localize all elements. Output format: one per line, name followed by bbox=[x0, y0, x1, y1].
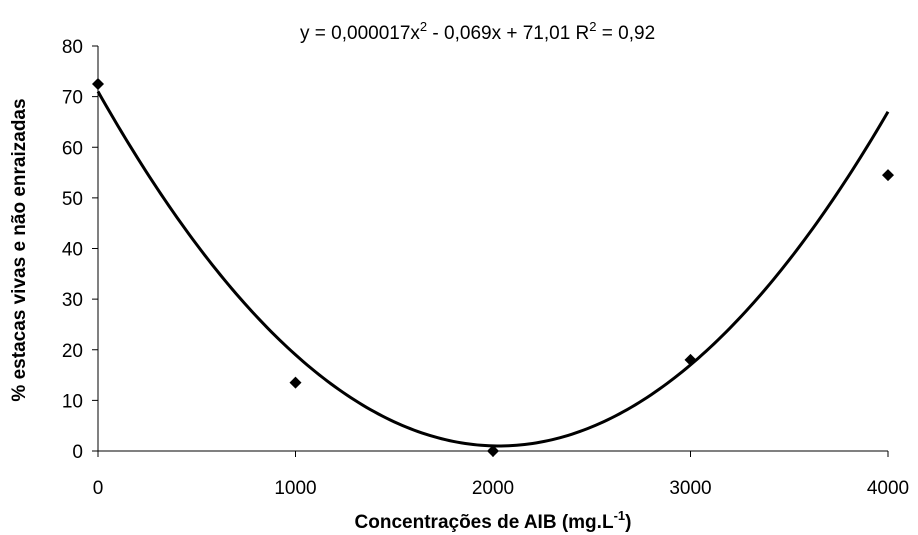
x-axis-title: Concentrações de AIB (mg.L-1) bbox=[355, 508, 632, 533]
trendline-equation: y = 0,000017x2 - 0,069x + 71,01 R2 = 0,9… bbox=[300, 19, 655, 44]
x-tick-label: 3000 bbox=[669, 478, 711, 499]
x-tick-label: 0 bbox=[93, 478, 104, 499]
y-tick-label: 40 bbox=[62, 240, 83, 261]
data-point bbox=[684, 353, 697, 366]
data-point bbox=[882, 169, 894, 182]
y-tick-label: 30 bbox=[62, 290, 83, 311]
trendline-group bbox=[96, 90, 890, 448]
axes: 0 10 20 30 40 50 60 70 80 0 1000 2000 3000 4000 bbox=[62, 37, 909, 499]
x-axis-title-exponent: -1 bbox=[614, 508, 626, 523]
equation-exponent-x: 2 bbox=[420, 19, 427, 34]
equation-exponent-r: 2 bbox=[589, 19, 596, 34]
trendline bbox=[96, 90, 890, 448]
y-tick-label: 70 bbox=[62, 88, 83, 109]
data-point bbox=[487, 445, 499, 457]
y-tick-label: 50 bbox=[62, 189, 83, 210]
y-tick-label: 0 bbox=[72, 442, 83, 463]
y-tick-label: 80 bbox=[62, 37, 83, 58]
y-tick-label: 60 bbox=[62, 138, 83, 159]
data-point bbox=[289, 376, 302, 389]
x-tick-label: 1000 bbox=[274, 478, 316, 499]
x-tick-label: 2000 bbox=[472, 478, 514, 499]
data-point bbox=[92, 77, 104, 90]
x-tick-label: 4000 bbox=[867, 478, 909, 499]
data-points bbox=[92, 77, 894, 457]
y-axis-title: % estacas vivas e não enraizadas bbox=[9, 98, 30, 401]
y-tick-label: 10 bbox=[62, 391, 83, 412]
labels: y = 0,000017x2 - 0,069x + 71,01 R2 = 0,9… bbox=[9, 19, 655, 533]
y-tick-label: 20 bbox=[62, 341, 83, 362]
